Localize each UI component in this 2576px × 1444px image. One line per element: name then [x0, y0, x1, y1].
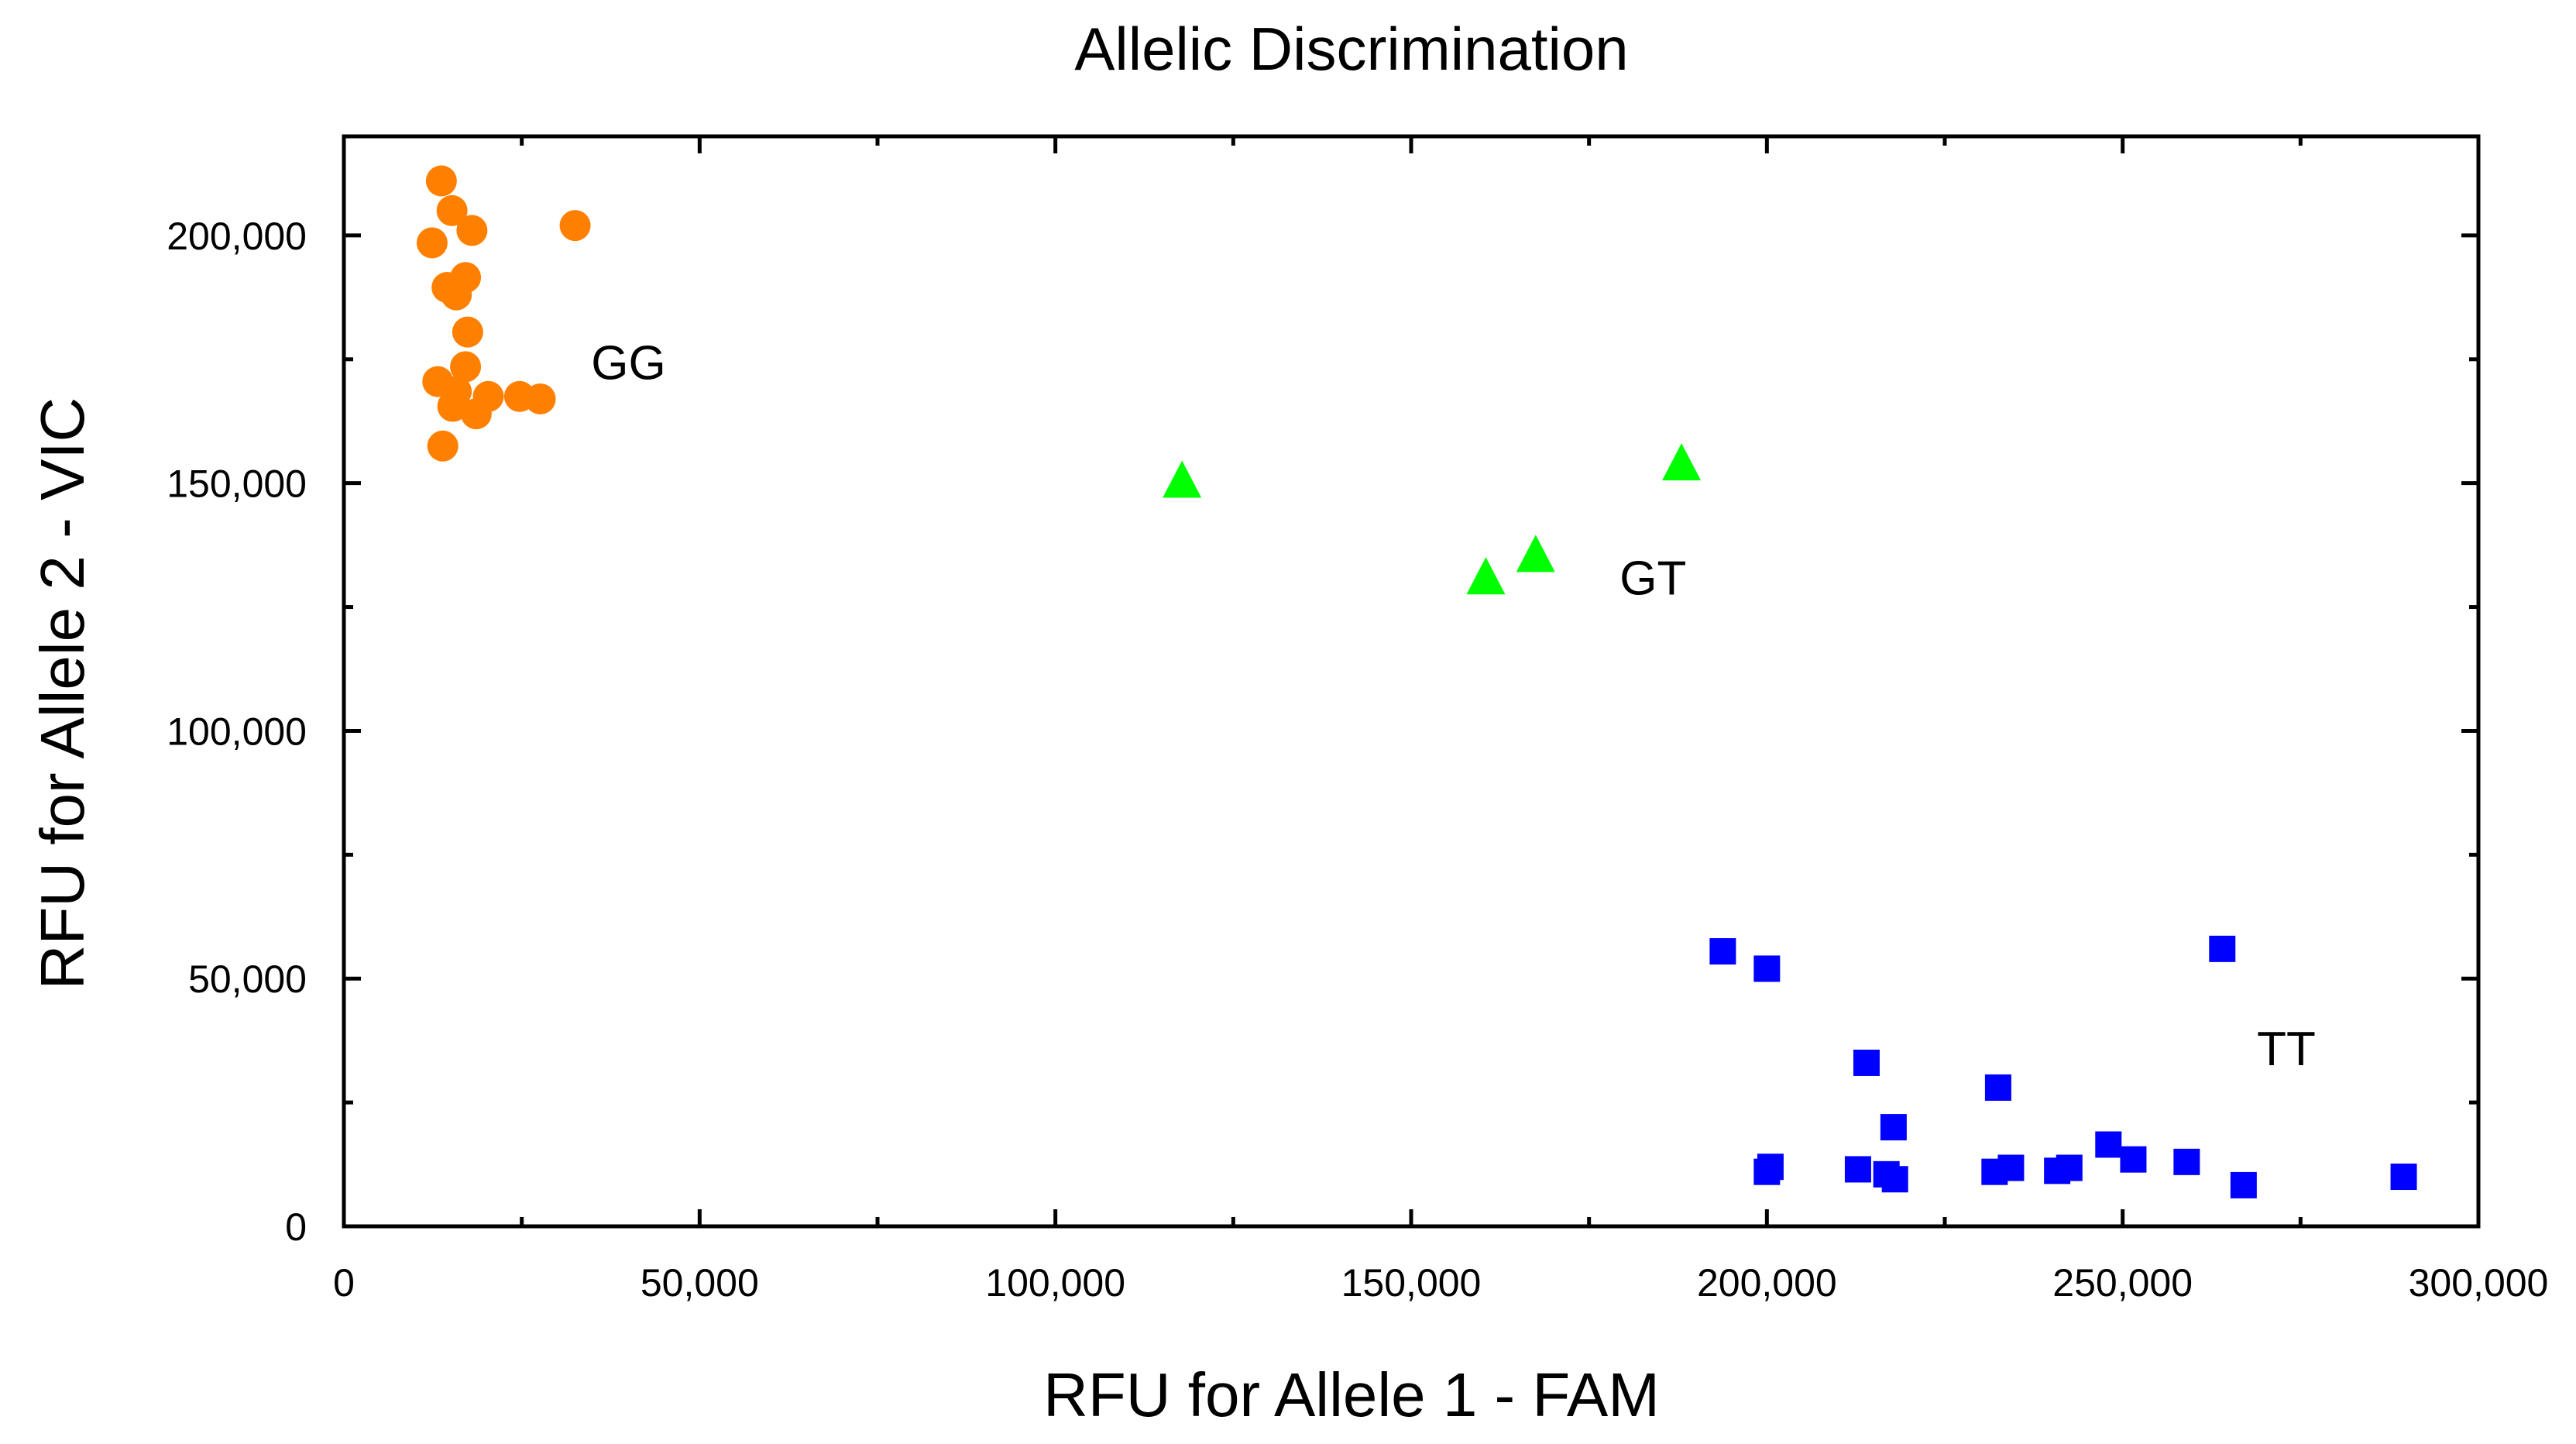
- data-point-gg: [452, 316, 483, 348]
- data-point-gt: [1466, 557, 1506, 595]
- y-tick-label: 200,000: [167, 215, 307, 258]
- annotation-tt: TT: [2257, 1023, 2316, 1076]
- x-tick-label: 200,000: [1697, 1261, 1837, 1305]
- y-tick-label: 50,000: [188, 958, 307, 1001]
- y-axis-label: RFU for Allele 2 - VIC: [28, 397, 97, 990]
- data-point-tt: [1753, 955, 1781, 982]
- x-tick-label: 150,000: [1341, 1261, 1482, 1305]
- data-point-tt: [1997, 1154, 2025, 1181]
- y-tick-label: 0: [285, 1205, 307, 1249]
- annotation-gt: GT: [1619, 552, 1686, 606]
- data-point-gg: [450, 351, 482, 383]
- data-point-tt: [1853, 1049, 1880, 1076]
- series-gg: [416, 165, 591, 462]
- chart-title: Allelic Discrimination: [1074, 15, 1628, 83]
- data-point-tt: [1753, 1158, 1781, 1185]
- x-tick-label: 300,000: [2409, 1261, 2549, 1305]
- data-point-gg: [441, 279, 472, 311]
- data-point-tt: [2173, 1148, 2200, 1175]
- x-tick-label: 250,000: [2052, 1261, 2193, 1305]
- series-gt: [1163, 443, 1702, 595]
- data-point-tt: [2056, 1154, 2083, 1181]
- data-point-gg: [437, 390, 469, 422]
- cluster-annotations: GG GT TT: [591, 336, 2316, 1076]
- data-point-gg: [436, 194, 468, 226]
- data-point-tt: [2209, 935, 2236, 962]
- series-tt: [1709, 935, 2417, 1198]
- y-tick-label: 150,000: [167, 462, 307, 506]
- data-point-tt: [2095, 1131, 2122, 1158]
- axis-ticks: [342, 136, 2481, 1229]
- data-markers: [416, 165, 2417, 1198]
- data-point-tt: [1844, 1156, 1871, 1183]
- annotation-gg: GG: [591, 336, 665, 390]
- data-point-tt: [2120, 1146, 2147, 1173]
- axis-tick-labels: 0 50,000 100,000 150,000 200,000 250,000 300,0…: [167, 215, 2548, 1305]
- data-point-gg: [416, 227, 448, 259]
- data-point-tt: [1984, 1074, 2011, 1101]
- data-point-gg: [425, 165, 457, 197]
- data-point-gg: [559, 210, 591, 242]
- data-point-gg: [456, 215, 488, 246]
- data-point-gg: [427, 430, 459, 462]
- data-point-tt: [1881, 1166, 1908, 1193]
- data-point-tt: [1880, 1114, 1907, 1141]
- x-tick-label: 0: [333, 1261, 355, 1305]
- data-point-gt: [1662, 443, 1702, 481]
- data-point-gg: [524, 383, 556, 414]
- data-point-tt: [2390, 1164, 2417, 1191]
- data-point-tt: [2230, 1171, 2257, 1198]
- y-tick-label: 100,000: [167, 710, 307, 753]
- data-point-gt: [1516, 535, 1555, 572]
- plot-frame: [342, 134, 2481, 1229]
- x-axis-label: RFU for Allele 1 - FAM: [1043, 1360, 1660, 1429]
- data-point-gt: [1163, 460, 1202, 498]
- data-point-tt: [1709, 938, 1736, 965]
- x-tick-label: 50,000: [641, 1261, 759, 1305]
- x-tick-label: 100,000: [985, 1261, 1125, 1305]
- data-point-gg: [460, 398, 492, 430]
